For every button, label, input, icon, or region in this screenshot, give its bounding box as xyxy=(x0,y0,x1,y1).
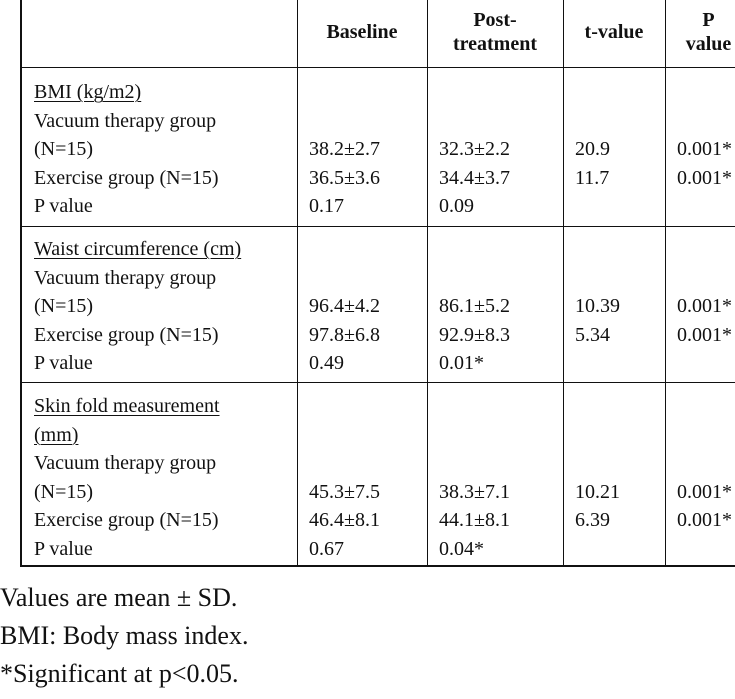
exercise-p: 0.001* xyxy=(677,509,732,532)
exercise-t: 5.34 xyxy=(575,323,610,346)
column-divider xyxy=(427,0,428,565)
row-label-pvalue: P value xyxy=(34,538,93,560)
exercise-baseline: 97.8±6.8 xyxy=(309,323,380,346)
row-label-vacuum-n: (N=15) xyxy=(34,138,94,161)
between-baseline-p: 0.17 xyxy=(309,195,344,218)
vacuum-post: 38.3±7.1 xyxy=(439,480,510,503)
between-post-p: 0.01* xyxy=(439,352,484,375)
exercise-post: 44.1±8.1 xyxy=(439,509,510,532)
row-label-vacuum: Vacuum therapy group xyxy=(34,452,217,475)
exercise-baseline: 46.4±8.1 xyxy=(309,509,380,532)
row-divider xyxy=(22,226,735,227)
results-table: Baseline Post- treatment t-value P value… xyxy=(20,0,735,567)
vacuum-t: 10.39 xyxy=(575,295,620,318)
vacuum-post: 86.1±5.2 xyxy=(439,295,510,318)
header-p-value: P value xyxy=(665,8,735,56)
vacuum-p: 0.001* xyxy=(677,295,732,318)
between-post-p: 0.04* xyxy=(439,538,484,560)
row-divider xyxy=(22,382,735,383)
vacuum-p: 0.001* xyxy=(677,480,732,503)
row-label-pvalue: P value xyxy=(34,352,93,375)
row-label-pvalue: P value xyxy=(34,195,93,218)
footnote-significance: *Significant at p<0.05. xyxy=(0,659,239,688)
between-baseline-p: 0.49 xyxy=(309,352,344,375)
row-label-vacuum: Vacuum therapy group xyxy=(34,109,217,132)
row-label-exercise: Exercise group (N=15) xyxy=(34,323,219,346)
row-label-vacuum: Vacuum therapy group xyxy=(34,266,217,289)
header-post-treatment: Post- treatment xyxy=(427,8,563,56)
header-t-value: t-value xyxy=(584,21,644,43)
exercise-t: 11.7 xyxy=(575,166,610,189)
section-title: Waist circumference (cm) xyxy=(34,238,242,260)
exercise-baseline: 36.5±3.6 xyxy=(309,166,380,189)
header-p-line2: value xyxy=(685,33,732,55)
vacuum-baseline: 38.2±2.7 xyxy=(309,138,380,161)
column-divider xyxy=(563,0,564,565)
section-title-line2: (mm) xyxy=(34,423,79,446)
row-divider xyxy=(22,67,735,68)
vacuum-t: 10.21 xyxy=(575,480,620,503)
header-baseline: Baseline xyxy=(326,21,398,43)
exercise-post: 34.4±3.7 xyxy=(439,166,510,189)
vacuum-post: 32.3±2.2 xyxy=(439,138,510,161)
row-label-exercise: Exercise group (N=15) xyxy=(34,166,219,189)
vacuum-p: 0.001* xyxy=(677,138,732,161)
row-label-vacuum-n: (N=15) xyxy=(34,295,94,318)
column-divider xyxy=(665,0,666,565)
between-baseline-p: 0.67 xyxy=(309,538,344,560)
column-divider xyxy=(297,0,298,565)
header-post-line2: treatment xyxy=(452,33,538,55)
header-post-line1: Post- xyxy=(473,9,517,31)
footnote-bmi: BMI: Body mass index. xyxy=(0,621,249,650)
vacuum-baseline: 96.4±4.2 xyxy=(309,295,380,318)
exercise-p: 0.001* xyxy=(677,323,732,346)
exercise-post: 92.9±8.3 xyxy=(439,323,510,346)
exercise-t: 6.39 xyxy=(575,509,610,532)
footnote-mean-sd: Values are mean ± SD. xyxy=(0,583,238,612)
vacuum-baseline: 45.3±7.5 xyxy=(309,480,380,503)
section-title: BMI (kg/m2) xyxy=(34,81,142,103)
row-label-vacuum-n: (N=15) xyxy=(34,480,94,503)
section-title: Skin fold measurement xyxy=(34,395,220,417)
vacuum-t: 20.9 xyxy=(575,138,610,161)
row-label-exercise: Exercise group (N=15) xyxy=(34,509,219,532)
header-p-line1: P xyxy=(702,9,715,31)
exercise-p: 0.001* xyxy=(677,166,732,189)
between-post-p: 0.09 xyxy=(439,195,474,218)
